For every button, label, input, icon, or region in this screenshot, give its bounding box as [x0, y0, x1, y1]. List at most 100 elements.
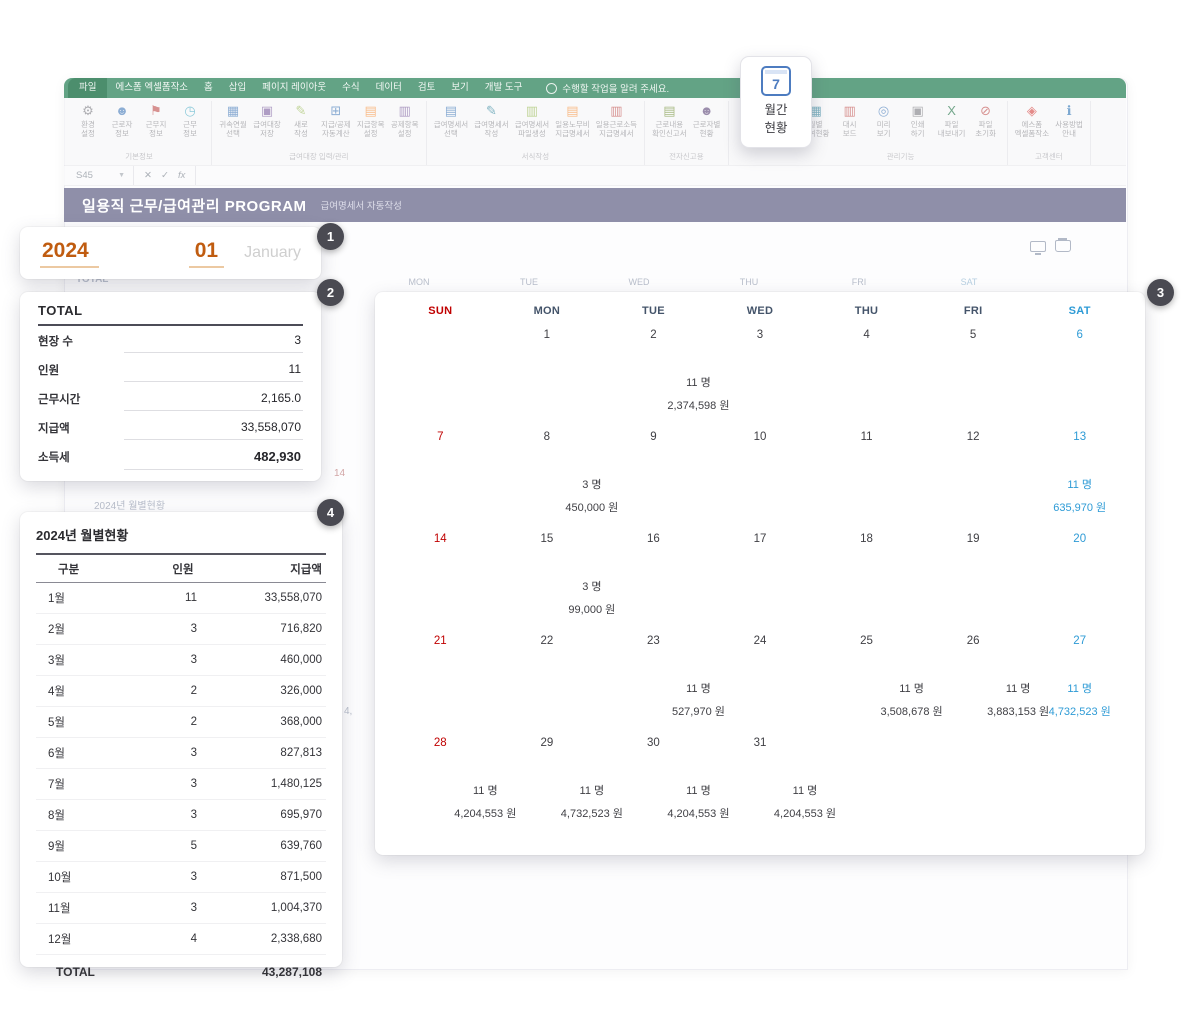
formula-input[interactable] [196, 166, 1126, 185]
calendar-cell-day-3[interactable]: 3 [707, 322, 814, 424]
ribbon-button-ledger-save[interactable]: ▣ 급여대장 저장 [251, 101, 283, 139]
calendar-cell-day-12[interactable]: 12 [920, 424, 1027, 526]
day-entry: 11 명 4,732,523 원 [1049, 680, 1111, 719]
day-entry: 11 명 4,732,523 원 [561, 782, 623, 821]
ribbon-button-label: 파일 초기화 [975, 120, 996, 139]
monthly-status-label: 월간 현황 [764, 103, 788, 135]
tab-10[interactable]: 개발 도구 [484, 82, 523, 93]
calendar-cell-day-28[interactable]: 28 11 명 4,204,553 원 [387, 730, 516, 832]
ribbon-button-dashboard[interactable]: ▥ 대시 보드 [834, 101, 866, 139]
ribbon-button-auto-calc[interactable]: ⊞ 지급/공제 자동계산 [319, 101, 353, 139]
ribbon-button-export-file[interactable]: X 파일 내보내기 [936, 101, 968, 139]
calendar-cell-day-4[interactable]: 4 [813, 322, 920, 424]
ribbon-button-period-select[interactable]: ▦ 귀속연월 선택 [217, 101, 249, 139]
payslip-file-icon: ▥ [525, 103, 539, 118]
calendar-cell-day-20[interactable]: 20 [1026, 526, 1133, 628]
tab-6[interactable]: 수식 [342, 82, 360, 93]
calendar-cell-day-22[interactable]: 22 [494, 628, 601, 730]
calendar-cell-day-24[interactable]: 24 [707, 628, 814, 730]
calendar-cell-day-30[interactable]: 30 11 명 4,204,553 원 [600, 730, 729, 832]
day-number: 2 [650, 329, 657, 341]
enter-icon[interactable]: ✓ [160, 170, 169, 181]
period-card: 2024 01 January [20, 227, 321, 279]
ribbon-button-work-info[interactable]: ◷ 근무 정보 [174, 101, 206, 139]
calendar-cell-day-5[interactable]: 5 [920, 322, 1027, 424]
calendar-cell-day-9[interactable]: 9 [600, 424, 707, 526]
ribbon-button-workplace-info[interactable]: ⚑ 근무지 정보 [140, 101, 172, 139]
ribbon-button-preview[interactable]: ◎ 미리 보기 [868, 101, 900, 139]
calendar-cell-day-13[interactable]: 13 11 명 635,970 원 [1026, 424, 1133, 526]
month-selector[interactable]: 01 [188, 238, 225, 268]
calendar-week-2: 7 8 3 명 450,000 원 9 10 11 12 13 11 명 635,970 원 [387, 424, 1133, 526]
calendar-cell-day-31[interactable]: 31 11 명 4,204,553 원 [707, 730, 836, 832]
ribbon-button-monthly-pay-status[interactable]: ▦ 월별 급여현황 [800, 101, 832, 139]
ribbon-button-reset-file[interactable]: ⊘ 파일 초기화 [970, 101, 1002, 139]
monthly-cell: 4월 [36, 675, 145, 707]
ribbon-button-work-report[interactable]: ▤ 근로내용 확인신고서 [650, 101, 689, 139]
tab-4[interactable]: 삽입 [228, 82, 247, 93]
day-number: 20 [1073, 533, 1087, 545]
calendar-cell-day-26[interactable]: 26 11 명 3,883,153 원 [920, 628, 1049, 730]
ribbon-button-payslip-select[interactable]: ▤ 급여명세서 선택 [432, 101, 471, 139]
tab-5[interactable]: 페이지 레이아웃 [262, 82, 327, 93]
monthly-cell: 9월 [36, 830, 145, 862]
year-selector[interactable]: 2024 [40, 238, 99, 268]
calendar-cell-day-25[interactable]: 25 11 명 3,508,678 원 [813, 628, 942, 730]
monthly-status-button[interactable]: 7 월간 현황 [740, 56, 812, 148]
name-box[interactable]: S45 ▼ [64, 166, 134, 185]
cancel-icon[interactable]: ✕ [144, 170, 152, 181]
day-number: 29 [540, 737, 554, 749]
calendar-cell-day-10[interactable]: 10 [707, 424, 814, 526]
preview-icon: ◎ [877, 103, 890, 118]
calendar-cell-day-1[interactable]: 1 [494, 322, 601, 424]
monthly-col-인원: 인원 [145, 553, 221, 583]
calendar-cell-day-15[interactable]: 15 3 명 99,000 원 [494, 526, 615, 628]
tell-me-box[interactable]: 수행할 작업을 알려 주세요. [546, 81, 669, 95]
ribbon-button-help-guide[interactable]: ℹ 사용방법 안내 [1053, 101, 1085, 139]
day-entry: 3 명 99,000 원 [568, 578, 615, 617]
calendar-cell-day-2[interactable]: 2 11 명 2,374,598 원 [600, 322, 729, 424]
calendar-cell-day-23[interactable]: 23 11 명 527,970 원 [600, 628, 725, 730]
day-number: 24 [753, 635, 767, 647]
ribbon-button-settings[interactable]: ⚙ 환경 설정 [72, 101, 104, 139]
calendar-cell-day-29[interactable]: 29 11 명 4,732,523 원 [494, 730, 622, 832]
calendar-cell-day-7[interactable]: 7 [387, 424, 494, 526]
tab-8[interactable]: 검토 [417, 82, 436, 93]
calendar-cell-day-17[interactable]: 17 [707, 526, 814, 628]
monthly-cell: 7월 [36, 768, 145, 800]
ribbon-button-deduction-items[interactable]: ▥ 공제항목 설정 [389, 101, 421, 139]
background-weekday: MON [408, 277, 430, 287]
calendar-cell-day-8[interactable]: 8 3 명 450,000 원 [494, 424, 619, 526]
tab-1[interactable]: 파일 [68, 78, 108, 98]
calendar-cell-day-6[interactable]: 6 [1026, 322, 1133, 424]
ribbon-tab-bar: 파일 에스폼 엑셀폼작소 홈 삽입 페이지 레이아웃 수식 데이터 검토 보기 개발 도구 수행할… [64, 78, 1126, 98]
calendar-cell-day-14[interactable]: 14 [387, 526, 494, 628]
ribbon-button-worker-status[interactable]: ☻ 근로자별 현황 [691, 101, 723, 139]
calendar-cell-day-11[interactable]: 11 [813, 424, 920, 526]
calendar-cell-day-27[interactable]: 27 11 명 4,732,523 원 [1026, 628, 1133, 730]
ribbon-button-worker-info[interactable]: ☻ 근로자 정보 [106, 101, 138, 139]
ribbon-button-daily-labor-statement[interactable]: ▤ 일용노무비 지급명세서 [553, 101, 592, 139]
monitor-icon [1030, 241, 1046, 255]
ribbon-button-payment-items[interactable]: ▤ 지급항목 설정 [355, 101, 387, 139]
tab-2[interactable]: 에스폼 엑셀폼작소 [115, 82, 189, 93]
ribbon-button-print[interactable]: ▣ 인쇄 하기 [902, 101, 934, 139]
ribbon-button-new-sheet[interactable]: ✎ 새로 작성 [285, 101, 317, 139]
calendar-cell-day-21[interactable]: 21 [387, 628, 494, 730]
calendar-cell-day-19[interactable]: 19 [920, 526, 1027, 628]
tab-3[interactable]: 홈 [204, 82, 213, 93]
tab-7[interactable]: 데이터 [375, 82, 402, 93]
ribbon-button-esform-home[interactable]: ◈ 에스폼 엑셀폼작소 [1013, 101, 1052, 139]
ribbon-button-payslip-file[interactable]: ▥ 급여명세서 파일생성 [513, 101, 552, 139]
tab-9[interactable]: 보기 [451, 82, 469, 93]
calendar-cell-day-16[interactable]: 16 [600, 526, 707, 628]
period-select-icon: ▦ [226, 103, 240, 118]
fx-icon[interactable]: fx [177, 170, 186, 181]
monthly-cell: 3 [145, 861, 221, 893]
day-pay-amount: 3,883,153 원 [987, 706, 1050, 718]
ribbon-button-label: 새로 작성 [294, 120, 308, 139]
ribbon-group-3: ▤ 급여명세서 선택 ✎ 급여명세서 작성 ▥ 급여명세서 파일생성 ▤ 일용노무비 지급명세… [427, 101, 646, 165]
ribbon-button-payslip-write[interactable]: ✎ 급여명세서 작성 [472, 101, 511, 139]
calendar-cell-day-18[interactable]: 18 [813, 526, 920, 628]
ribbon-button-daily-income-statement[interactable]: ▥ 일용근로소득 지급명세서 [594, 101, 639, 139]
